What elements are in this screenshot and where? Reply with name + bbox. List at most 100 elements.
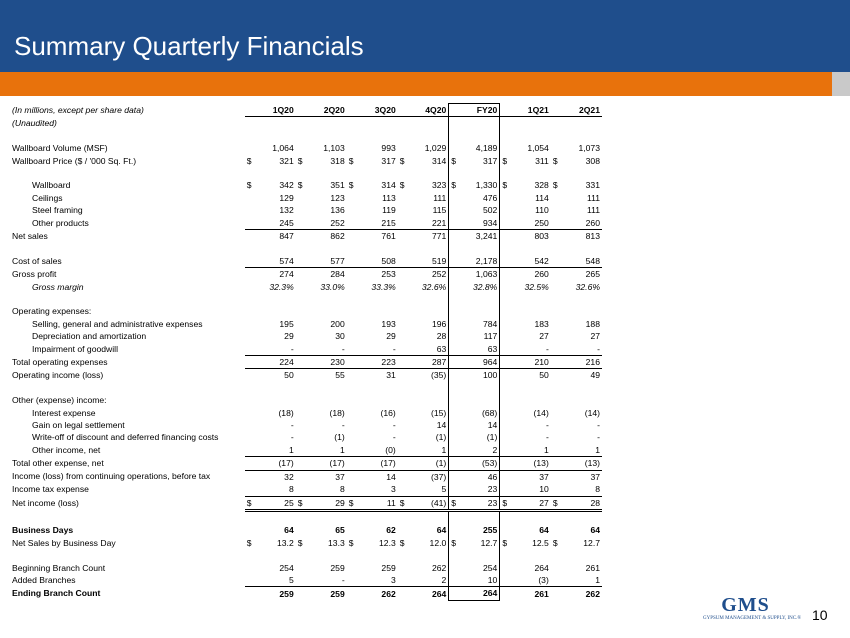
value-cell: 934 bbox=[456, 216, 501, 231]
spacer-row bbox=[12, 293, 602, 306]
currency-cell bbox=[500, 470, 508, 483]
value-cell: 32.6% bbox=[575, 281, 600, 292]
value-cell bbox=[559, 293, 602, 305]
table-row: Other products 245 252 215 221 934 250 260 bbox=[12, 216, 602, 231]
value-cell: 12.5 bbox=[532, 537, 549, 548]
value-cell bbox=[355, 130, 398, 142]
value-cell bbox=[456, 394, 501, 407]
value-cell: 64 bbox=[590, 525, 600, 536]
currency-cell bbox=[398, 419, 406, 431]
value-cell: 117 bbox=[456, 330, 501, 343]
currency-cell bbox=[551, 549, 559, 561]
currency-cell bbox=[500, 117, 508, 130]
currency-cell: $ bbox=[244, 496, 253, 512]
currency-cell bbox=[296, 431, 304, 443]
value-cell: 508 bbox=[354, 254, 398, 269]
value-cell: 264 bbox=[534, 562, 549, 573]
currency-cell bbox=[397, 483, 406, 497]
currency-cell bbox=[448, 330, 457, 343]
value-cell: 27 bbox=[539, 331, 549, 342]
value-cell bbox=[508, 510, 551, 524]
value-cell bbox=[508, 130, 551, 142]
value-cell: 37 bbox=[335, 471, 345, 482]
currency-cell bbox=[245, 293, 253, 305]
value-cell: 1 bbox=[303, 443, 347, 458]
row-label bbox=[12, 167, 245, 179]
currency-cell bbox=[397, 456, 406, 471]
currency-cell bbox=[398, 549, 406, 561]
value-cell: 328 bbox=[534, 180, 549, 191]
currency-cell bbox=[244, 573, 253, 588]
value-cell: 574 bbox=[252, 254, 296, 269]
value-cell bbox=[304, 382, 347, 394]
value-cell: 55 bbox=[335, 370, 345, 381]
currency-cell bbox=[448, 242, 457, 255]
value-cell bbox=[559, 305, 602, 317]
currency-cell bbox=[551, 470, 559, 483]
value-cell: (37) bbox=[430, 471, 447, 482]
value-cell: 195 bbox=[279, 318, 294, 329]
value-cell: 111 bbox=[586, 205, 600, 216]
currency-cell bbox=[448, 483, 457, 497]
currency-cell: $ bbox=[499, 496, 508, 512]
spacer-row bbox=[12, 167, 602, 180]
currency-cell bbox=[448, 317, 457, 331]
currency-cell: $ bbox=[502, 537, 508, 548]
currency-cell bbox=[295, 342, 304, 357]
value-cell bbox=[253, 130, 296, 142]
currency-cell bbox=[296, 318, 304, 330]
value-cell: 14 bbox=[386, 471, 396, 482]
currency-cell bbox=[346, 573, 355, 588]
currency-cell: $ bbox=[399, 155, 405, 166]
value-cell: 259 bbox=[381, 562, 396, 573]
row-label: Net sales bbox=[12, 230, 48, 241]
currency-cell bbox=[295, 483, 304, 497]
value-cell bbox=[253, 242, 296, 254]
currency-cell bbox=[448, 191, 457, 205]
currency-cell bbox=[398, 382, 406, 394]
value-cell: 32.8% bbox=[456, 280, 501, 294]
currency-cell bbox=[296, 293, 304, 305]
value-cell: 46 bbox=[456, 470, 501, 484]
value-cell: 4,189 bbox=[456, 142, 501, 155]
value-cell: (1) bbox=[435, 432, 447, 443]
value-cell: 1,330 bbox=[456, 179, 501, 192]
value-cell: (14) bbox=[584, 407, 600, 418]
currency-cell bbox=[347, 268, 355, 281]
value-cell: 63 bbox=[456, 342, 501, 357]
row-label: Interest expense bbox=[32, 407, 96, 418]
value-cell: 476 bbox=[456, 191, 501, 205]
currency-cell bbox=[296, 394, 304, 406]
currency-cell bbox=[245, 431, 253, 443]
value-cell: (17) bbox=[303, 456, 347, 471]
value-cell bbox=[304, 549, 347, 561]
currency-cell bbox=[551, 204, 559, 216]
currency-cell bbox=[347, 369, 355, 382]
value-cell: 32.6% bbox=[421, 281, 447, 292]
currency-cell bbox=[347, 130, 355, 142]
value-cell: 1,063 bbox=[456, 267, 501, 281]
row-label bbox=[12, 549, 245, 561]
value-cell bbox=[253, 549, 296, 561]
value-cell bbox=[253, 305, 296, 317]
value-cell: (0) bbox=[354, 443, 398, 458]
value-cell: (13) bbox=[507, 456, 551, 471]
currency-cell bbox=[347, 419, 355, 431]
value-cell bbox=[253, 117, 296, 130]
value-cell: 10 bbox=[507, 483, 551, 497]
currency-cell bbox=[347, 242, 355, 254]
currency-cell bbox=[347, 394, 355, 406]
value-cell: 262 bbox=[381, 588, 396, 599]
currency-cell bbox=[500, 524, 508, 536]
currency-cell bbox=[347, 167, 355, 179]
currency-cell bbox=[448, 216, 457, 231]
value-cell bbox=[456, 293, 501, 306]
table-header-row: (In millions, except per share data) 1Q2… bbox=[12, 102, 602, 118]
value-cell: 771 bbox=[431, 231, 447, 242]
value-cell: 287 bbox=[405, 355, 449, 370]
value-cell: 183 bbox=[534, 318, 549, 329]
currency-cell bbox=[448, 381, 457, 395]
currency-cell bbox=[347, 330, 355, 342]
value-cell: 321 bbox=[279, 155, 294, 166]
currency-cell bbox=[500, 167, 508, 179]
